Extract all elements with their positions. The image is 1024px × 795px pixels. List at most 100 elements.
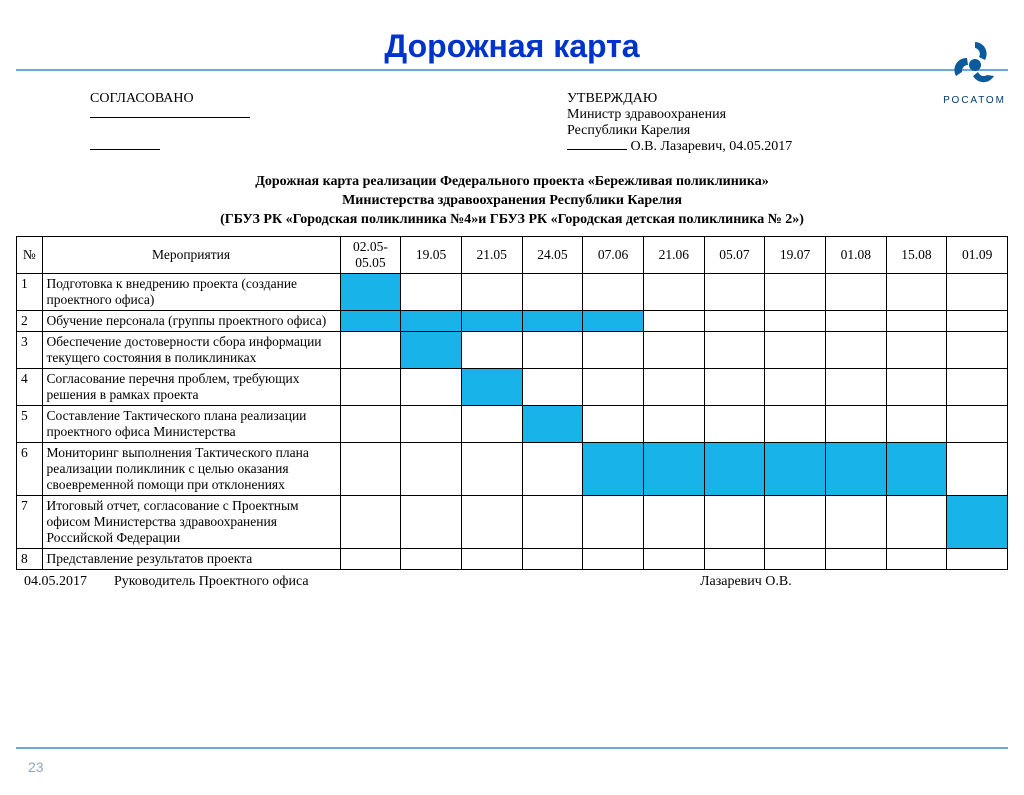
table-row: 8Представление результатов проекта [17,548,1008,569]
bottom-divider [16,747,1008,749]
table-row: 4Согласование перечня проблем, требующих… [17,368,1008,405]
gantt-cell [340,310,401,331]
gantt-cell [825,331,886,368]
page-number: 23 [28,759,44,775]
row-number: 8 [17,548,43,569]
gantt-cell [947,310,1008,331]
gantt-cell [704,405,765,442]
table-row: 6Мониторинг выполнения Тактического план… [17,442,1008,495]
gantt-cell [947,273,1008,310]
gantt-cell [461,495,522,548]
gantt-cell [825,405,886,442]
gantt-cell [461,442,522,495]
col-date: 21.05 [461,236,522,273]
gantt-cell [643,442,704,495]
row-number: 5 [17,405,43,442]
gantt-cell [643,368,704,405]
approved-right-line1: Министр здравоохранения [567,107,934,123]
footer-date: 04.05.2017 [24,574,114,590]
col-date: 19.07 [765,236,826,273]
row-number: 2 [17,310,43,331]
footer-line: 04.05.2017 Руководитель Проектного офиса… [24,574,1000,590]
gantt-cell [461,310,522,331]
gantt-cell [461,405,522,442]
gantt-cell [886,273,947,310]
gantt-cell [583,405,644,442]
gantt-cell [643,273,704,310]
col-date: 24.05 [522,236,583,273]
gantt-cell [340,495,401,548]
gantt-cell [522,273,583,310]
gantt-cell [825,273,886,310]
gantt-cell [461,273,522,310]
gantt-cell [340,442,401,495]
row-activity: Подготовка к внедрению проекта (создание… [42,273,340,310]
col-num: № [17,236,43,273]
rosatom-logo: РОСАТОМ [943,38,1006,106]
gantt-cell [886,495,947,548]
gantt-cell [583,273,644,310]
gantt-cell [340,331,401,368]
gantt-cell [765,331,826,368]
gantt-cell [522,368,583,405]
gantt-cell [825,442,886,495]
logo-text: РОСАТОМ [943,95,1006,106]
col-date: 21.06 [643,236,704,273]
signature-right: УТВЕРЖДАЮ Министр здравоохранения Респуб… [457,91,934,155]
roadmap-table: № Мероприятия 02.05-05.05 19.05 21.05 24… [16,236,1008,570]
gantt-cell [583,495,644,548]
col-date: 15.08 [886,236,947,273]
table-header-row: № Мероприятия 02.05-05.05 19.05 21.05 24… [17,236,1008,273]
col-date: 02.05-05.05 [340,236,401,273]
gantt-cell [765,368,826,405]
footer-name: Лазаревич О.В. [700,574,1000,590]
row-activity: Итоговый отчет, согласование с Проектным… [42,495,340,548]
gantt-cell [765,442,826,495]
gantt-cell [886,405,947,442]
gantt-cell [886,442,947,495]
col-date: 19.05 [401,236,462,273]
gantt-cell [886,331,947,368]
gantt-cell [401,495,462,548]
gantt-cell [765,273,826,310]
table-row: 3Обеспечение достоверности сбора информа… [17,331,1008,368]
approved-left-caption: СОГЛАСОВАНО [90,91,457,107]
col-date: 07.06 [583,236,644,273]
gantt-cell [583,331,644,368]
gantt-cell [886,310,947,331]
gantt-cell [704,310,765,331]
gantt-cell [643,331,704,368]
gantt-cell [947,368,1008,405]
row-activity: Составление Тактического плана реализаци… [42,405,340,442]
gantt-cell [401,331,462,368]
signature-line [90,117,250,118]
gantt-cell [643,548,704,569]
gantt-cell [825,495,886,548]
gantt-cell [886,368,947,405]
footer-role: Руководитель Проектного офиса [114,574,700,590]
gantt-cell [825,310,886,331]
signature-block: СОГЛАСОВАНО УТВЕРЖДАЮ Министр здравоохра… [90,91,934,155]
gantt-cell [643,405,704,442]
gantt-cell [765,548,826,569]
gantt-cell [704,495,765,548]
gantt-cell [947,405,1008,442]
gantt-cell [522,310,583,331]
row-activity: Мониторинг выполнения Тактического плана… [42,442,340,495]
row-number: 7 [17,495,43,548]
gantt-cell [765,405,826,442]
gantt-cell [704,442,765,495]
row-activity: Согласование перечня проблем, требующих … [42,368,340,405]
gantt-cell [401,368,462,405]
gantt-cell [401,273,462,310]
gantt-cell [522,405,583,442]
table-row: 7Итоговый отчет, согласование с Проектны… [17,495,1008,548]
gantt-cell [522,495,583,548]
gantt-cell [461,548,522,569]
gantt-cell [522,442,583,495]
approved-right-name: О.В. Лазаревич, 04.05.2017 [567,139,934,155]
col-date: 01.09 [947,236,1008,273]
gantt-cell [704,273,765,310]
row-activity: Обеспечение достоверности сбора информац… [42,331,340,368]
gantt-cell [704,368,765,405]
